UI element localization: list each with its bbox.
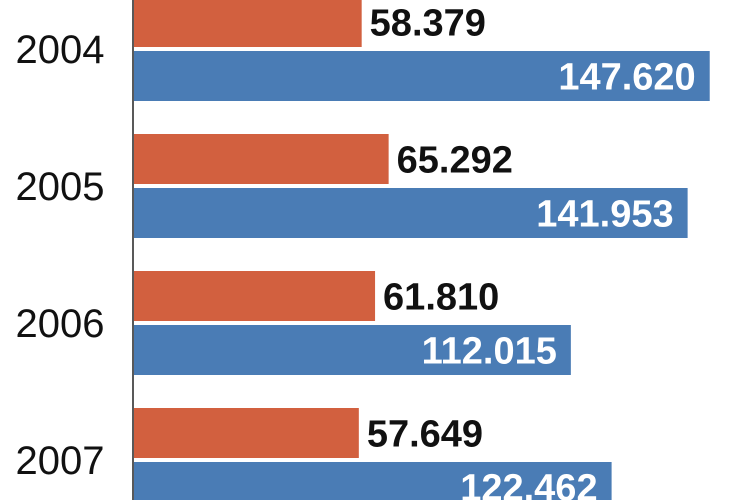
bar-2006-series-1 [134, 271, 376, 321]
bar-2005-series-2 [134, 188, 688, 238]
bar-2007-series-2 [134, 462, 612, 500]
value-label-2005-series-1: 65.292 [397, 140, 513, 182]
value-label-2007-series-1: 57.649 [367, 414, 483, 456]
value-label-2004-series-2: 147.620 [558, 57, 695, 99]
category-label-2004: 2004 [16, 28, 105, 72]
bars-layer: 2004 58.379 147.620 2005 65.292 141.953 2006 61… [16, 0, 710, 500]
value-label-2005-series-2: 141.953 [536, 194, 673, 236]
category-label-2005: 2005 [16, 165, 105, 209]
value-label-2006-series-2: 112.015 [422, 331, 557, 373]
category-label-2007: 2007 [16, 439, 105, 483]
category-label-2006: 2006 [16, 302, 105, 346]
bar-2004-series-1 [134, 0, 362, 47]
bar-2005-series-1 [134, 134, 389, 184]
value-label-2004-series-1: 58.379 [370, 3, 486, 45]
value-label-2006-series-1: 61.810 [383, 277, 499, 319]
value-label-2007-series-2: 122.462 [460, 468, 597, 500]
bar-2006-series-2 [134, 325, 571, 375]
bar-2004-series-2 [134, 51, 710, 101]
bar-2007-series-1 [134, 408, 359, 458]
